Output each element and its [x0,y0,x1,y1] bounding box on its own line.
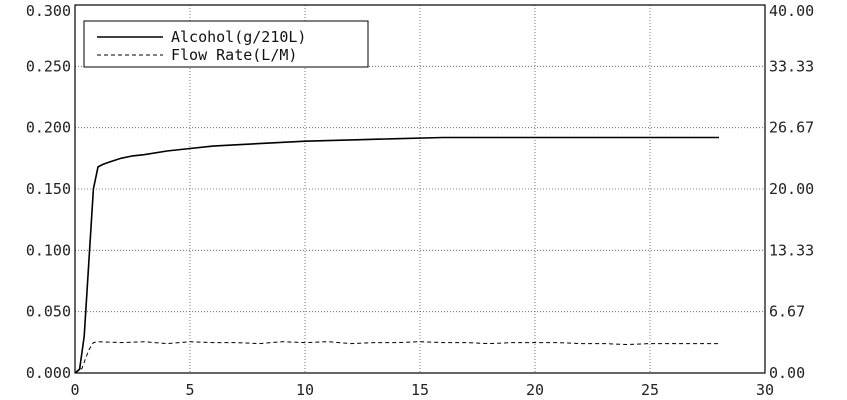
series-line-alcohol [74,136,719,374]
y-tick-label: 0.000 [26,364,71,382]
x-tick-label: 10 [296,381,314,399]
legend-label-alcohol: Alcohol(g/210L) [171,28,306,46]
y2-tick-label: 26.67 [769,119,814,137]
y2-tick-label: 0.00 [769,364,805,382]
y2-axis-ticks: 0.00 6.67 13.33 20.00 26.67 33.33 40.00 [769,2,814,382]
x-tick-label: 15 [411,381,429,399]
y2-tick-label: 6.67 [769,303,805,321]
y-tick-label: 0.300 [26,2,71,20]
y-tick-label: 0.050 [26,303,71,321]
y2-tick-label: 13.33 [769,241,814,259]
legend-box [83,20,369,68]
series-line-flow-rate [74,341,719,374]
y-tick-label: 0.200 [26,119,71,137]
y2-tick-label: 33.33 [769,57,814,75]
x-tick-label: 5 [185,381,194,399]
x-tick-label: 20 [526,381,544,399]
x-tick-label: 0 [70,381,79,399]
y-tick-label: 0.150 [26,180,71,198]
y2-tick-label: 20.00 [769,180,814,198]
y2-tick-label: 40.00 [769,2,814,20]
plot-frame [74,4,766,374]
y-tick-label: 0.250 [26,57,71,75]
legend: Alcohol(g/210L) Flow Rate(L/M) [83,20,369,68]
series-layer [74,136,719,374]
x-axis-ticks: 0 5 10 15 20 25 30 [70,381,774,399]
x-tick-label: 25 [641,381,659,399]
legend-label-flow: Flow Rate(L/M) [171,46,297,64]
x-tick-label: 30 [756,381,774,399]
y-axis-ticks: 0.000 0.050 0.100 0.150 0.200 0.250 0.300 [26,2,71,382]
y-tick-label: 0.100 [26,241,71,259]
